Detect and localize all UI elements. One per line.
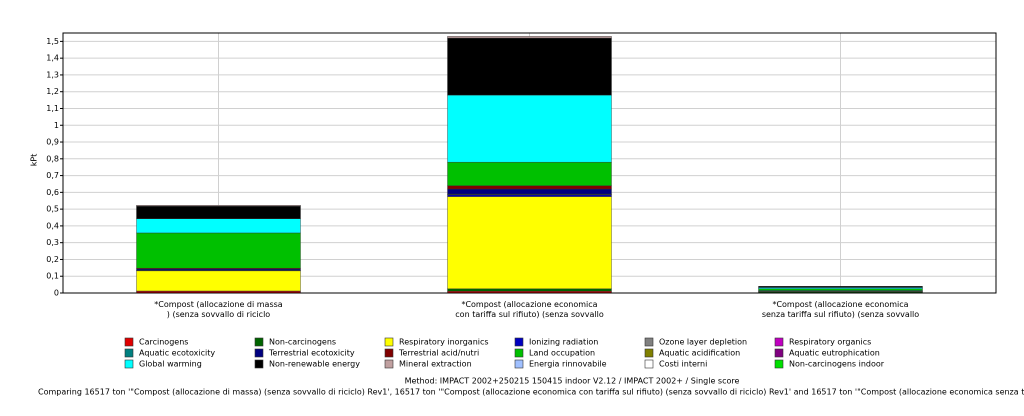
legend-label: Ionizing radiation — [529, 338, 598, 347]
bar-segment — [758, 287, 923, 290]
legend-label: Aquatic eutrophication — [789, 349, 880, 358]
y-tick-label: 1,5 — [46, 37, 59, 46]
y-tick-label: 0,8 — [46, 154, 59, 163]
bar-segment — [447, 185, 612, 190]
bar-segment — [136, 270, 301, 292]
y-tick-label: 1,3 — [46, 70, 59, 79]
legend-label: Mineral extraction — [399, 360, 472, 369]
legend-swatch — [124, 337, 134, 347]
legend-label: Terrestrial acid/nutri — [398, 349, 479, 358]
legend-swatch — [384, 337, 394, 347]
x-tick-label: *Compost (allocazione di massa) (senza s… — [154, 300, 282, 319]
legend-label: Ozone layer depletion — [659, 338, 747, 347]
y-tick-label: 0,5 — [46, 205, 59, 214]
legend-swatch — [774, 337, 784, 347]
legend-label: Costi interni — [659, 360, 707, 369]
y-tick-label: 0,9 — [46, 138, 59, 147]
bar-segment — [447, 188, 612, 195]
legend-label: Non-carcinogens — [269, 338, 336, 347]
legend-swatch — [124, 348, 134, 358]
x-tick-label: *Compost (allocazione economica con tarif… — [455, 300, 604, 319]
bar-segment — [758, 288, 923, 291]
bar-segment — [136, 218, 301, 234]
y-tick-label: 0,2 — [46, 255, 59, 264]
y-tick-label: 0,6 — [46, 188, 59, 197]
y-axis-label: kPt — [30, 154, 39, 167]
legend-label: Global warming — [139, 360, 202, 369]
legend-swatch — [514, 337, 524, 347]
legend-swatch — [384, 359, 394, 369]
legend-label: Respiratory organics — [789, 338, 871, 347]
y-tick-label: 1,1 — [46, 104, 59, 113]
y-tick-label: 1 — [54, 121, 59, 130]
bar-segment — [447, 194, 612, 197]
bar-segment — [136, 268, 301, 271]
y-tick-label: 0,3 — [46, 238, 59, 247]
comparing-note: Comparing 16517 ton '"Compost (allocazio… — [38, 388, 1024, 397]
bar-segment — [136, 205, 301, 207]
bar-segment — [447, 161, 612, 186]
bar-segment — [136, 232, 301, 269]
bar-segment — [447, 94, 612, 163]
legend-label: Respiratory inorganics — [399, 338, 489, 347]
bar-segment — [447, 196, 612, 290]
bar-segment — [447, 37, 612, 96]
legend-label: Terrestrial ecotoxicity — [268, 349, 355, 358]
y-tick-label: 0,1 — [46, 272, 59, 281]
legend-label: Land occupation — [529, 349, 595, 358]
y-tick-label: 0,4 — [46, 221, 59, 230]
x-tick-label: *Compost (allocazione economica senza tar… — [762, 300, 919, 319]
legend-swatch — [254, 348, 264, 358]
legend-swatch — [774, 348, 784, 358]
method-note: Method: IMPACT 2002+250215 150415 indoor… — [405, 377, 740, 386]
legend-label: Aquatic acidification — [659, 349, 740, 358]
legend-swatch — [644, 348, 654, 358]
legend-swatch — [514, 359, 524, 369]
legend-swatch — [124, 359, 134, 369]
legend-swatch — [384, 348, 394, 358]
bar-segment — [758, 286, 923, 288]
bar-segment — [136, 205, 301, 219]
y-tick-label: 1,2 — [46, 87, 59, 96]
legend-label: Aquatic ecotoxicity — [139, 349, 215, 358]
bar-segment — [447, 288, 612, 292]
legend-swatch — [254, 359, 264, 369]
legend-swatch — [514, 348, 524, 358]
legend-swatch — [254, 337, 264, 347]
legend-swatch — [774, 359, 784, 369]
y-tick-label: 0,7 — [46, 171, 59, 180]
legend-swatch — [644, 359, 654, 369]
bar-segment — [447, 36, 612, 39]
legend-label: Carcinogens — [139, 338, 188, 347]
y-tick-label: 0 — [54, 289, 59, 298]
y-tick-label: 1,4 — [46, 54, 59, 63]
legend-label: Energia rinnovabile — [529, 360, 607, 369]
legend-label: Non-carcinogens indoor — [789, 360, 885, 369]
legend-swatch — [644, 337, 654, 347]
legend-label: Non-renewable energy — [269, 360, 360, 369]
